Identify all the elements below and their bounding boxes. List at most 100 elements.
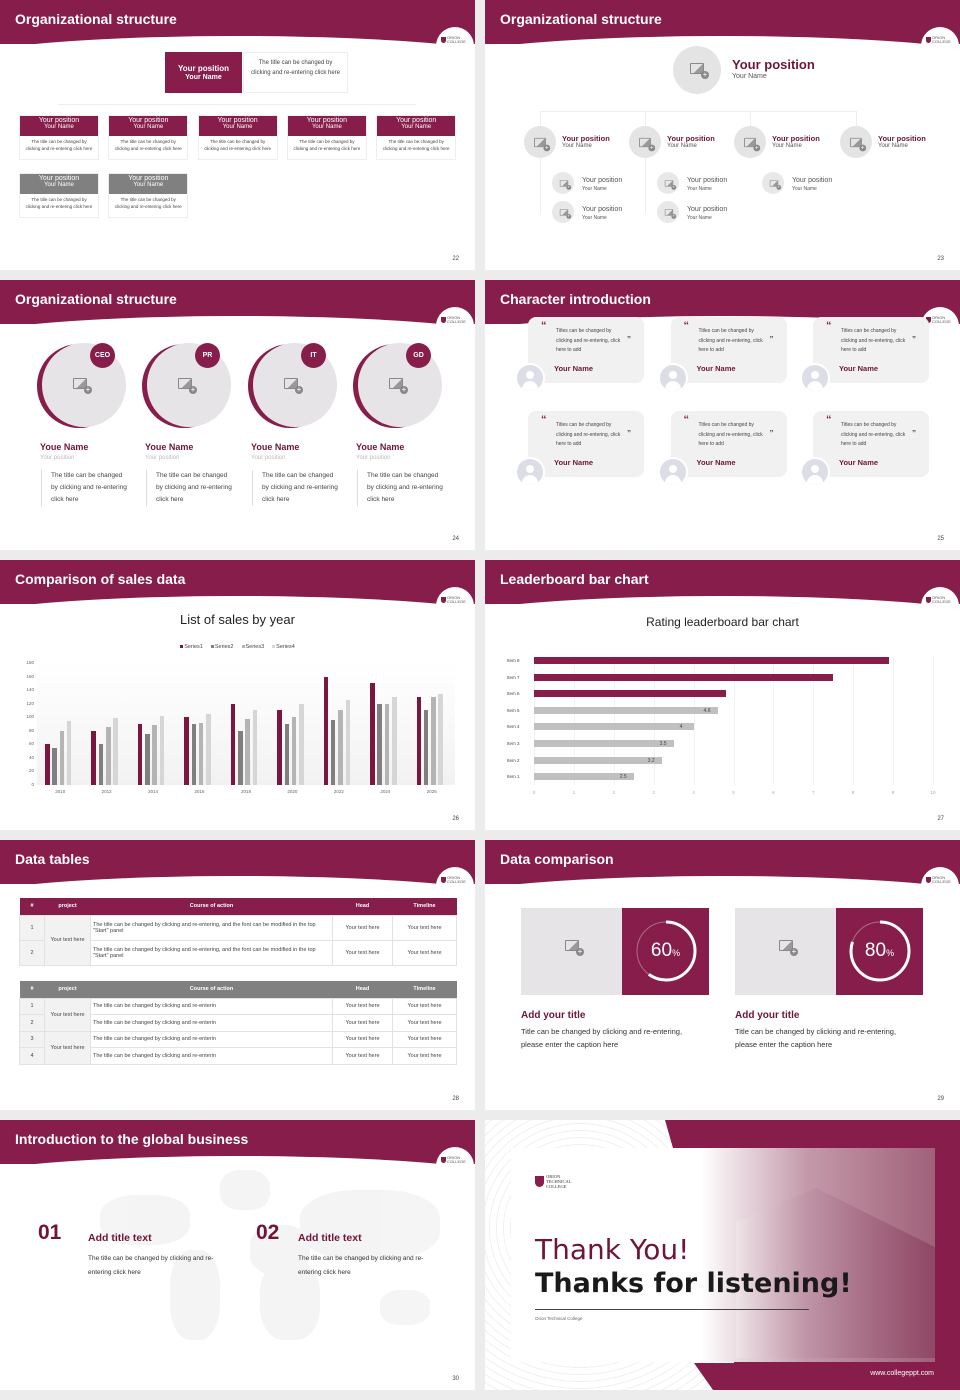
bar[interactable] (534, 740, 674, 747)
legend-item[interactable]: Series4 (272, 644, 295, 650)
slide-org-structure-circles[interactable]: Organizational structure ORION COLLEGE 23 Y… (485, 0, 960, 270)
bar[interactable] (534, 690, 726, 698)
image-placeholder[interactable] (735, 908, 836, 995)
bar-series4[interactable] (113, 717, 118, 785)
table-row[interactable]: 1 Your text here The title can be changed … (19, 997, 457, 1032)
bar-series2[interactable] (98, 744, 104, 785)
bar[interactable] (534, 723, 694, 731)
bar-series2[interactable] (330, 719, 336, 785)
user-icon-body (807, 381, 823, 391)
bar-series4[interactable] (252, 710, 258, 785)
bar-series1[interactable] (323, 676, 329, 785)
quote-card[interactable] (528, 411, 644, 477)
slide-global-business[interactable]: Introduction to the global business ORION… (0, 1120, 475, 1390)
table-row[interactable]: 4 The title can be changed by clicking an… (19, 1047, 457, 1065)
quote-card[interactable] (528, 317, 644, 383)
slide-thank-you[interactable]: ORION TECHNICAL COLLEGE Thank You! Thanks … (485, 1120, 960, 1390)
quote-card[interactable] (670, 317, 787, 383)
column-header: project (58, 903, 77, 910)
bar-series2[interactable] (52, 747, 57, 785)
quote-card[interactable] (670, 411, 787, 477)
bar-series3[interactable] (198, 722, 204, 785)
slide-sales-comparison[interactable]: Comparison of sales data ORION COLLEGE 26 L… (0, 560, 475, 830)
slide-data-tables[interactable]: Data tables ORION COLLEGE 28 # project Course… (0, 840, 475, 1110)
bar-series4[interactable] (392, 696, 397, 785)
y-tick-label: Item 7 (507, 674, 520, 680)
bar-series3[interactable] (338, 710, 343, 785)
org-box[interactable]: Your position Your Name The title can be c… (376, 115, 457, 160)
shield-icon (926, 877, 931, 883)
slide-character-introduction[interactable]: Character introduction ORION COLLEGE 25 “ ” T… (485, 280, 960, 550)
bar[interactable] (534, 657, 890, 664)
org-box[interactable]: Your position Your Name The title can be c… (19, 115, 99, 160)
avatar[interactable] (515, 363, 545, 393)
bar-series3[interactable] (59, 730, 65, 785)
legend-item[interactable]: Series2 (210, 644, 234, 650)
row-number: 3 (19, 1030, 45, 1048)
bar-series2[interactable] (423, 710, 429, 785)
bar-series4[interactable] (299, 703, 304, 785)
connector-line (750, 111, 751, 127)
bar-series1[interactable] (370, 683, 375, 785)
table-row[interactable]: 3 Your text here The title can be changed … (19, 1030, 457, 1065)
thanks-subheading: Thanks for listening! (535, 1268, 852, 1299)
bar-series4[interactable] (345, 699, 351, 785)
legend-label: Series4 (276, 644, 295, 650)
x-tick-label: 2020 (287, 789, 298, 794)
bar-series4[interactable] (159, 715, 165, 785)
card-name: Your Name (696, 458, 736, 467)
image-placeholder[interactable] (521, 908, 622, 995)
bar-series2[interactable] (238, 730, 243, 785)
legend-item[interactable]: Series3 (241, 644, 264, 650)
website-link[interactable]: www.collegeppt.com (870, 1370, 934, 1377)
table-row[interactable]: 2 The title can be changed by clicking an… (19, 939, 457, 966)
bar-series4[interactable] (66, 720, 72, 785)
bar-series2[interactable] (284, 724, 290, 785)
bar-series1[interactable] (91, 730, 96, 785)
bar-series2[interactable] (191, 724, 197, 785)
org-box[interactable]: Your position Your Name The title can be c… (19, 173, 99, 218)
bar[interactable] (534, 706, 718, 714)
bar-series3[interactable] (106, 726, 111, 785)
slide-team-profiles[interactable]: Organizational structure ORION COLLEGE 24 C… (0, 280, 475, 550)
user-icon (526, 371, 534, 379)
slide-data-comparison[interactable]: Data comparison ORION COLLEGE 29 60% Add you… (485, 840, 960, 1110)
bar-series3[interactable] (245, 718, 250, 785)
org-box[interactable]: Your position Your Name The title can be c… (108, 115, 189, 160)
org-box[interactable]: Your position Your Name The title can be c… (286, 115, 367, 160)
org-box[interactable]: Your position Your Name The title can be c… (197, 115, 278, 160)
bar-series4[interactable] (438, 693, 443, 785)
bar-series3[interactable] (431, 696, 436, 785)
legend-item[interactable]: Series1 (180, 644, 203, 650)
y-tick-label: 20 (28, 768, 34, 774)
slide-leaderboard[interactable]: Leaderboard bar chart ORION COLLEGE 27 Rati… (485, 560, 960, 830)
bar-series1[interactable] (277, 710, 282, 785)
bar-series1[interactable] (230, 703, 236, 785)
avatar[interactable] (800, 457, 830, 487)
legend-label: Series2 (214, 644, 234, 650)
quote-card[interactable] (813, 411, 929, 477)
avatar[interactable] (515, 457, 545, 487)
bar[interactable] (534, 756, 662, 764)
quote-card[interactable] (813, 317, 929, 383)
bar-series2[interactable] (145, 734, 150, 785)
bar-series2[interactable] (377, 703, 382, 785)
bar[interactable] (534, 673, 834, 681)
bar[interactable] (534, 773, 634, 781)
avatar[interactable] (657, 457, 688, 487)
avatar[interactable] (657, 363, 688, 393)
ring-progress (635, 920, 696, 982)
bar-series1[interactable] (416, 696, 422, 785)
chart-title: Rating leaderboard bar chart (646, 615, 799, 629)
org-box[interactable]: Your position Your Name The title can be c… (108, 173, 189, 218)
slide-org-structure-boxes[interactable]: Organizational structure ORION COLLEGE 22 Y… (0, 0, 475, 270)
bar-series1[interactable] (45, 744, 50, 785)
bar-series3[interactable] (152, 725, 157, 785)
bar-series4[interactable] (206, 713, 211, 785)
bar-series1[interactable] (184, 717, 189, 785)
bar-series1[interactable] (137, 724, 143, 785)
table-row[interactable]: 1 Your text here The title can be changed … (19, 914, 457, 966)
avatar[interactable] (800, 363, 830, 393)
bar-series3[interactable] (384, 703, 390, 785)
bar-series3[interactable] (291, 717, 297, 785)
